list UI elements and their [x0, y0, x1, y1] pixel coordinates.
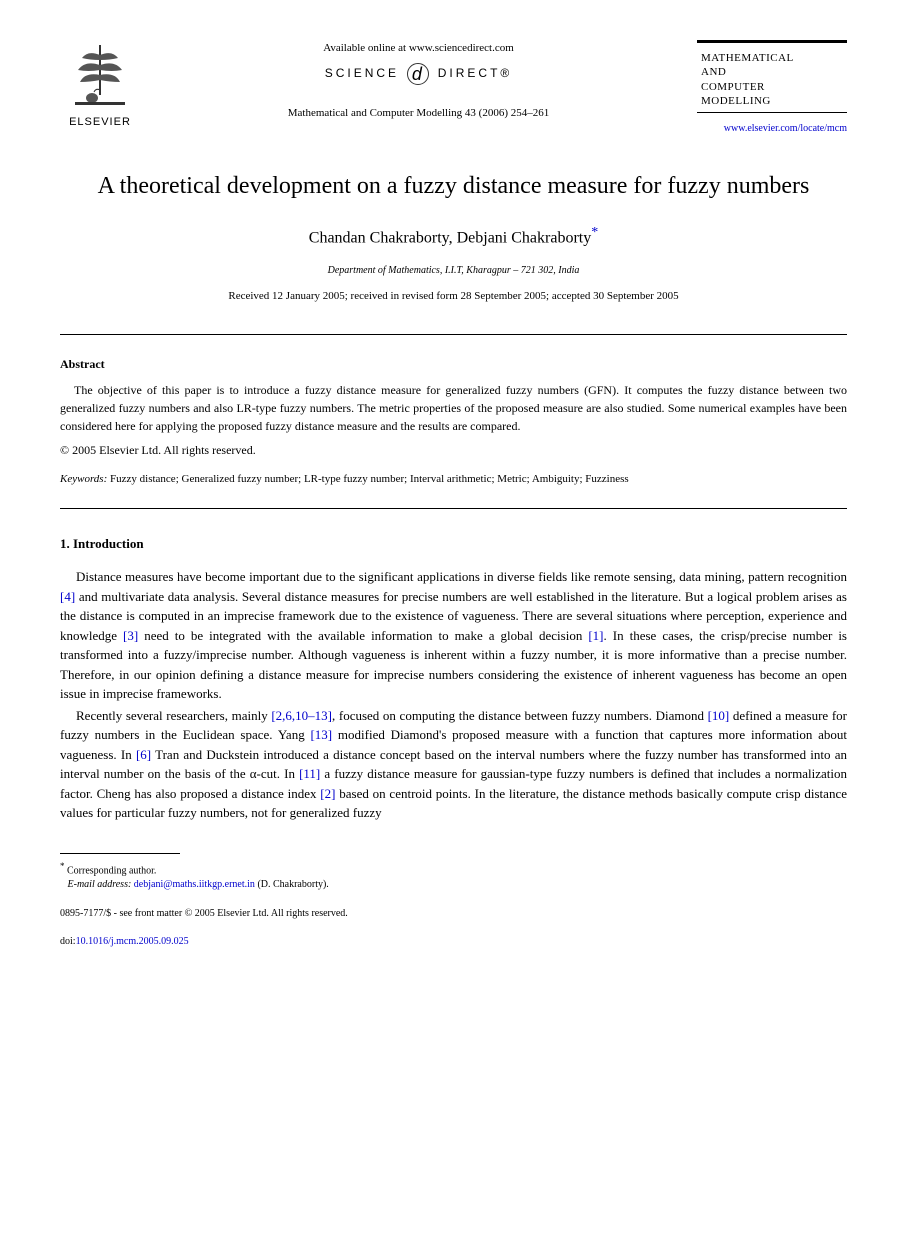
email-link[interactable]: debjani@maths.iitkgp.ernet.in	[134, 879, 255, 890]
footnote-corresponding: * Corresponding author.	[60, 860, 847, 878]
ref-group-link[interactable]: [2,6,10–13]	[271, 708, 332, 723]
bottom-doi: doi:10.1016/j.mcm.2005.09.025	[60, 935, 847, 948]
ref-1-link[interactable]: [1]	[588, 628, 603, 643]
authors: Chandan Chakraborty, Debjani Chakraborty…	[60, 222, 847, 250]
footnote-divider	[60, 853, 180, 854]
sd-left: SCIENCE	[325, 66, 399, 80]
divider-top	[60, 334, 847, 335]
header-row: ELSEVIER Available online at www.science…	[60, 40, 847, 136]
journal-name-2: AND	[701, 65, 843, 79]
bottom-issn: 0895-7177/$ - see front matter © 2005 El…	[60, 907, 847, 920]
corresponding-mark: *	[591, 225, 598, 240]
journal-title-box: MATHEMATICAL AND COMPUTER MODELLING	[697, 40, 847, 113]
journal-name-3: COMPUTER	[701, 80, 843, 94]
ref-10-link[interactable]: [10]	[708, 708, 730, 723]
keywords-label: Keywords:	[60, 473, 107, 485]
sd-right: DIRECT®	[438, 66, 513, 80]
abstract-text: The objective of this paper is to introd…	[60, 381, 847, 435]
keywords-text: Fuzzy distance; Generalized fuzzy number…	[107, 473, 628, 485]
ref-3-link[interactable]: [3]	[123, 628, 138, 643]
intro-para-1: Distance measures have become important …	[60, 567, 847, 704]
elsevier-logo: ELSEVIER	[60, 40, 140, 131]
science-direct-logo: SCIENCE d DIRECT®	[160, 63, 677, 85]
ref-11-link[interactable]: [11]	[299, 766, 320, 781]
journal-name-4: MODELLING	[701, 94, 843, 108]
intro-para-2: Recently several researchers, mainly [2,…	[60, 706, 847, 823]
email-name: (D. Chakraborty).	[255, 879, 329, 890]
ref-6-link[interactable]: [6]	[136, 747, 151, 762]
journal-name-1: MATHEMATICAL	[701, 51, 843, 65]
doi-link[interactable]: 10.1016/j.mcm.2005.09.025	[76, 936, 189, 947]
journal-box-container: MATHEMATICAL AND COMPUTER MODELLING www.…	[697, 40, 847, 136]
center-header: Available online at www.sciencedirect.co…	[140, 40, 697, 121]
section-1-heading: 1. Introduction	[60, 534, 847, 554]
email-label: E-mail address:	[68, 879, 132, 890]
footnote-email: E-mail address: debjani@maths.iitkgp.ern…	[60, 878, 847, 892]
author-names: Chandan Chakraborty, Debjani Chakraborty	[309, 230, 591, 247]
available-online-text: Available online at www.sciencedirect.co…	[160, 40, 677, 57]
ref-13-link[interactable]: [13]	[310, 727, 332, 742]
paper-title: A theoretical development on a fuzzy dis…	[60, 171, 847, 202]
footnote-star-icon: *	[60, 861, 65, 871]
keywords: Keywords: Fuzzy distance; Generalized fu…	[60, 471, 847, 488]
journal-url-link[interactable]: www.elsevier.com/locate/mcm	[697, 121, 847, 136]
elsevier-text: ELSEVIER	[69, 114, 131, 131]
journal-reference: Mathematical and Computer Modelling 43 (…	[160, 105, 677, 122]
copyright-text: © 2005 Elsevier Ltd. All rights reserved…	[60, 441, 847, 459]
affiliation: Department of Mathematics, I.I.T, Kharag…	[60, 263, 847, 278]
elsevier-tree-icon	[70, 40, 130, 110]
ref-2-link[interactable]: [2]	[320, 786, 335, 801]
submission-dates: Received 12 January 2005; received in re…	[60, 288, 847, 305]
divider-bottom	[60, 508, 847, 509]
ref-4-link[interactable]: [4]	[60, 589, 75, 604]
sd-at-icon: d	[407, 63, 429, 85]
abstract-heading: Abstract	[60, 355, 847, 373]
